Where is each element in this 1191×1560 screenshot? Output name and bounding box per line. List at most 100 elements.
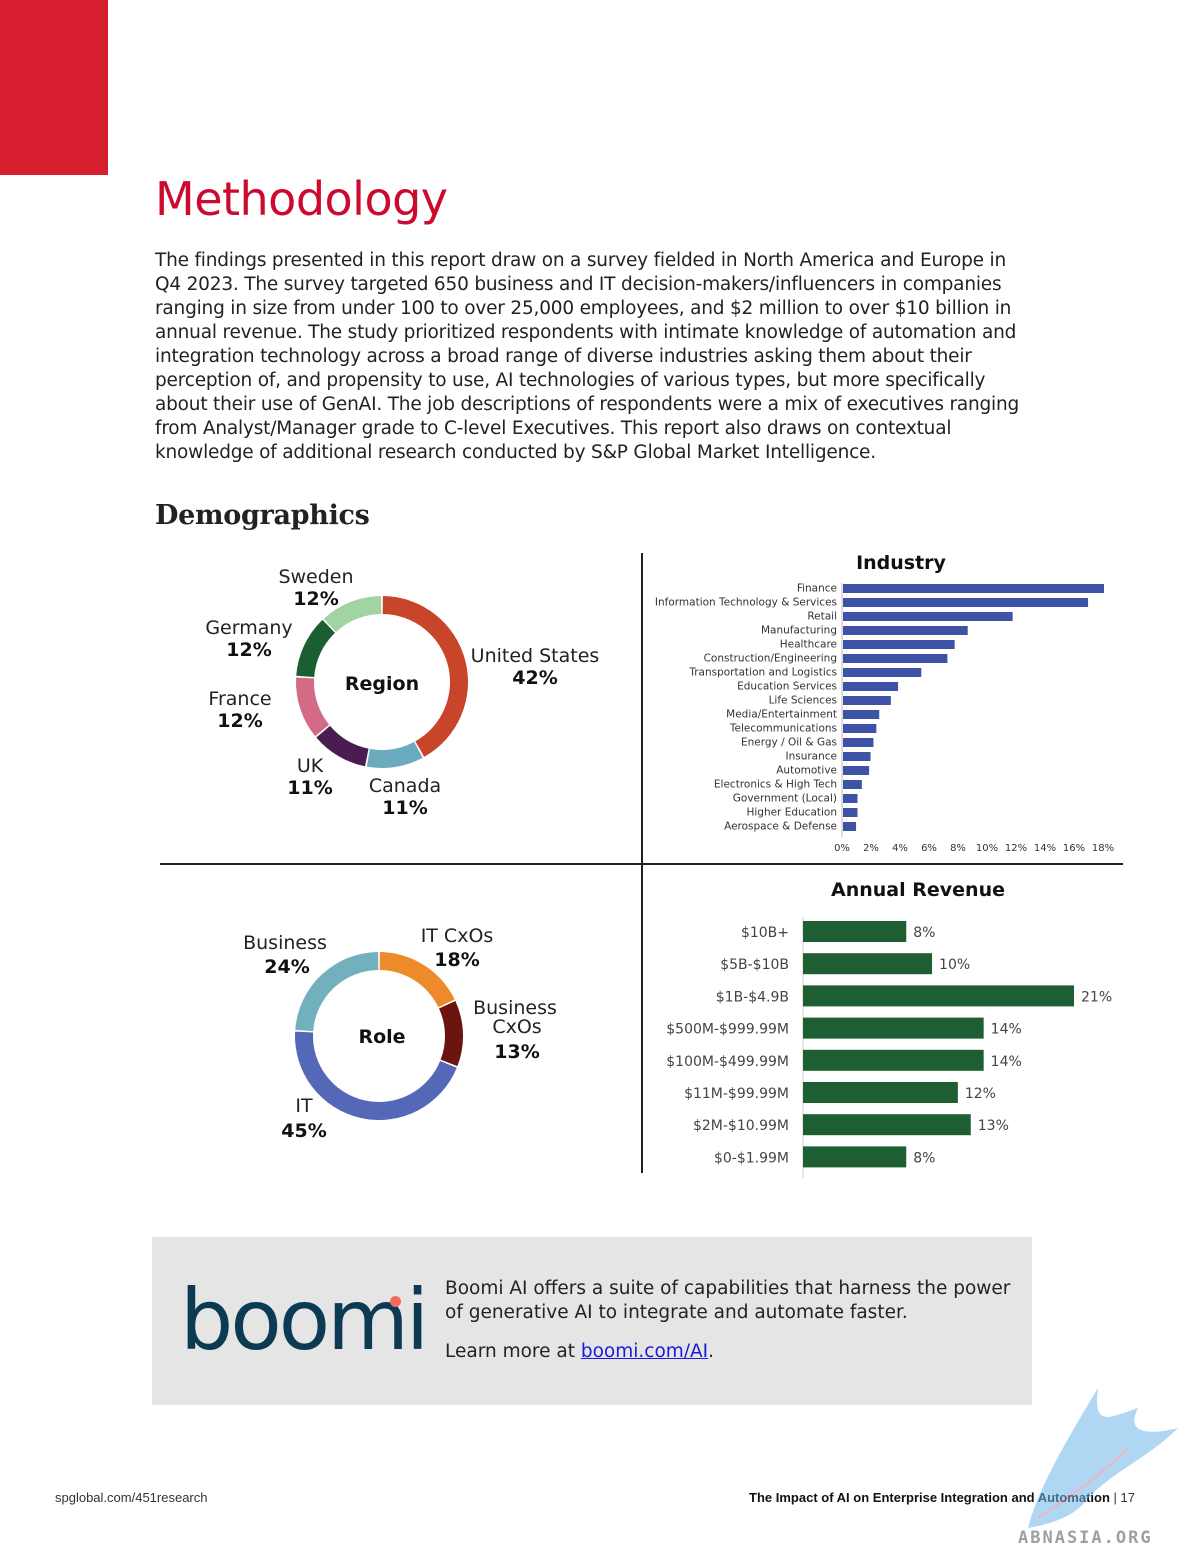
industry-label-construction-engineering: Construction/Engineering xyxy=(704,653,837,665)
industry-bar-life-sciences xyxy=(843,696,891,705)
industry-bar-energy-oil-gas xyxy=(843,738,874,747)
bird-watermark-icon xyxy=(1028,1388,1178,1528)
revenue-bar-11m-99-99m xyxy=(803,1082,958,1103)
industry-tick-8: 16% xyxy=(1063,843,1085,854)
industry-label-manufacturing: Manufacturing xyxy=(761,625,837,637)
role-pct-business-cxos: 13% xyxy=(494,1041,539,1063)
industry-bar-higher-education xyxy=(843,808,858,817)
industry-bar-healthcare xyxy=(843,640,955,649)
industry-bar-government-local xyxy=(843,794,858,803)
role-label-business: Business xyxy=(243,932,327,954)
role-label-business-cxos: Business CxOs xyxy=(473,997,557,1038)
industry-bar-manufacturing xyxy=(843,626,968,635)
role-slice-it xyxy=(294,1031,457,1121)
boomi-ai-link[interactable]: boomi.com/AI xyxy=(580,1341,709,1362)
industry-tick-1: 2% xyxy=(863,843,879,854)
revenue-label-5b-10b: $5B-$10B xyxy=(720,957,789,973)
role-label-it-cxos: IT CxOs xyxy=(421,925,494,947)
industry-tick-0: 0% xyxy=(834,843,850,854)
role-center-label: Role xyxy=(358,1026,405,1048)
revenue-label-11m-99-99m: $11M-$99.99M xyxy=(684,1086,789,1102)
region-label-france: France xyxy=(208,688,271,710)
revenue-value-5b-10b: 10% xyxy=(939,957,970,973)
footer-page-number: 17 xyxy=(1120,1490,1135,1505)
quadrant-horizontal-divider xyxy=(160,863,1123,865)
footer-separator: | xyxy=(1109,1490,1121,1505)
revenue-value-10b: 8% xyxy=(913,925,935,941)
industry-bar-insurance xyxy=(843,752,871,761)
industry-bar-transportation-and-logistics xyxy=(843,668,922,677)
industry-bar-electronics-high-tech xyxy=(843,780,862,789)
industry-bar-automotive xyxy=(843,766,870,775)
revenue-label-10b: $10B+ xyxy=(741,925,789,941)
role-pct-it-cxos: 18% xyxy=(434,949,479,971)
region-label-sweden: Sweden xyxy=(278,566,353,588)
region-label-uk: UK xyxy=(297,755,324,777)
industry-bar-information-technology-services xyxy=(843,598,1089,607)
promo-text: Boomi AI offers a suite of capabilities … xyxy=(445,1278,1011,1323)
industry-tick-4: 8% xyxy=(950,843,966,854)
industry-label-transportation-and-logistics: Transportation and Logistics xyxy=(688,667,837,679)
revenue-label-500m-999-99m: $500M-$999.99M xyxy=(666,1022,789,1038)
boomi-logo: boomi xyxy=(180,1271,429,1369)
revenue-bar-2m-10-99m xyxy=(803,1114,971,1136)
industry-bar-finance xyxy=(843,584,1104,593)
demographics-heading: Demographics xyxy=(155,500,370,531)
revenue-bar-5b-10b xyxy=(803,953,933,975)
region-pct-germany: 12% xyxy=(226,639,271,661)
industry-bar-retail xyxy=(843,612,1013,621)
role-slice-business xyxy=(295,952,379,1032)
industry-label-energy-oil-gas: Energy / Oil & Gas xyxy=(741,737,837,749)
revenue-value-11m-99-99m: 12% xyxy=(965,1086,996,1102)
region-slice-uk xyxy=(316,725,369,767)
role-pct-business: 24% xyxy=(264,956,309,978)
industry-label-aerospace-defense: Aerospace & Defense xyxy=(724,821,837,833)
red-corner-block xyxy=(0,0,108,175)
region-slice-germany xyxy=(296,619,335,678)
revenue-value-1b-4-9b: 21% xyxy=(1081,989,1112,1005)
industry-tick-2: 4% xyxy=(892,843,908,854)
revenue-value-0-1-99m: 8% xyxy=(913,1150,935,1166)
industry-bar-aerospace-defense xyxy=(843,822,857,831)
industry-label-government-local: Government (Local) xyxy=(733,793,837,805)
industry-tick-7: 14% xyxy=(1034,843,1056,854)
revenue-label-1b-4-9b: $1B-$4.9B xyxy=(716,989,789,1005)
industry-tick-9: 18% xyxy=(1092,843,1114,854)
region-slice-canada xyxy=(366,741,423,769)
role-label-it: IT xyxy=(295,1095,313,1117)
role-slice-it-cxos xyxy=(379,952,455,1008)
revenue-label-100m-499-99m: $100M-$499.99M xyxy=(666,1054,789,1070)
role-slice-business-cxos xyxy=(439,1001,463,1067)
revenue-value-2m-10-99m: 13% xyxy=(978,1118,1009,1134)
boomi-logo-dot xyxy=(390,1296,401,1307)
region-slice-united-states xyxy=(382,596,468,757)
boomi-promo-panel xyxy=(152,1237,1032,1405)
revenue-bar-100m-499-99m xyxy=(803,1049,984,1071)
industry-label-automotive: Automotive xyxy=(776,765,837,777)
industry-bar-telecommunications xyxy=(843,724,877,733)
role-pct-it: 45% xyxy=(281,1120,326,1142)
industry-tick-6: 12% xyxy=(1005,843,1027,854)
industry-tick-3: 6% xyxy=(921,843,937,854)
industry-label-higher-education: Higher Education xyxy=(746,807,837,819)
revenue-bar-10b xyxy=(803,921,907,942)
revenue-value-100m-499-99m: 14% xyxy=(991,1054,1022,1070)
region-pct-united-states: 42% xyxy=(512,667,557,689)
region-pct-canada: 11% xyxy=(382,797,427,819)
region-center-label: Region xyxy=(345,673,419,695)
industry-label-telecommunications: Telecommunications xyxy=(729,723,837,735)
industry-label-retail: Retail xyxy=(807,611,837,623)
promo-link-suffix: . xyxy=(708,1341,715,1362)
industry-label-information-technology-services: Information Technology & Services xyxy=(655,597,837,609)
region-label-canada: Canada xyxy=(369,775,441,797)
revenue-label-2m-10-99m: $2M-$10.99M xyxy=(693,1118,789,1134)
region-slice-france xyxy=(295,677,330,737)
industry-bar-education-services xyxy=(843,682,899,691)
footer-report-info: The Impact of AI on Enterprise Integrati… xyxy=(749,1490,1135,1505)
industry-chart-title: Industry xyxy=(856,552,946,574)
intro-paragraph: The findings presented in this report dr… xyxy=(155,250,1020,463)
industry-label-education-services: Education Services xyxy=(737,681,837,693)
role-donut-chart xyxy=(294,952,463,1121)
footer-report-title: The Impact of AI on Enterprise Integrati… xyxy=(749,1490,1110,1505)
footer-site-url: spglobal.com/451research xyxy=(55,1490,208,1505)
